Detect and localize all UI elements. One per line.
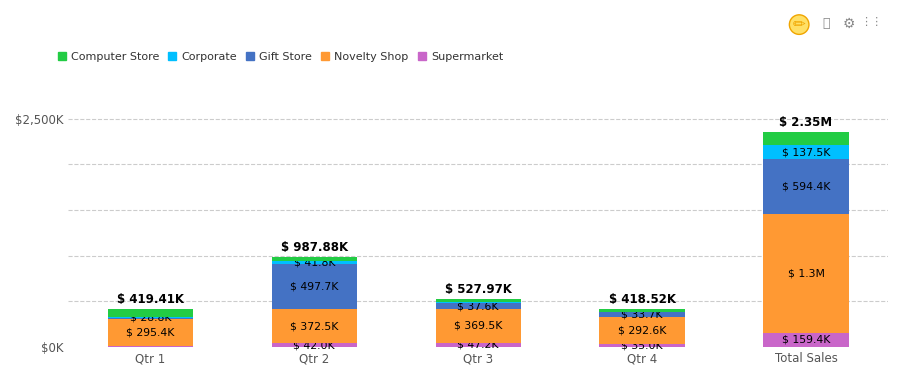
Text: ⚙: ⚙ xyxy=(842,17,854,31)
Bar xyxy=(762,332,848,347)
Bar xyxy=(272,309,356,343)
Text: ✏: ✏ xyxy=(792,17,805,32)
Text: $ 137.5K: $ 137.5K xyxy=(781,147,829,157)
Bar xyxy=(272,264,356,309)
Bar xyxy=(272,343,356,347)
Text: ⋮⋮: ⋮⋮ xyxy=(860,17,881,27)
Bar xyxy=(599,312,684,317)
Bar xyxy=(435,343,520,347)
Text: $ 527.97K: $ 527.97K xyxy=(445,283,511,296)
Text: $ 369.5K: $ 369.5K xyxy=(454,321,502,331)
Text: $ 418.52K: $ 418.52K xyxy=(608,293,675,306)
Bar xyxy=(435,309,520,343)
Text: $ 37.6K: $ 37.6K xyxy=(457,301,499,311)
Bar xyxy=(762,133,848,145)
Bar xyxy=(107,318,193,320)
Bar xyxy=(272,261,356,264)
Bar xyxy=(762,214,848,332)
Bar xyxy=(107,309,193,317)
Bar xyxy=(435,302,520,303)
Text: $ 497.7K: $ 497.7K xyxy=(290,282,338,291)
Legend: Computer Store, Corporate, Gift Store, Novelty Shop, Supermarket: Computer Store, Corporate, Gift Store, N… xyxy=(58,52,502,62)
Bar xyxy=(107,317,193,318)
Bar xyxy=(762,160,848,214)
Bar xyxy=(435,303,520,309)
Text: $ 292.6K: $ 292.6K xyxy=(617,326,666,336)
Bar xyxy=(599,344,684,347)
Text: $ 159.4K: $ 159.4K xyxy=(781,335,829,345)
Bar xyxy=(435,299,520,302)
Text: $ 33.7K: $ 33.7K xyxy=(621,310,662,320)
Text: $ 42.0K: $ 42.0K xyxy=(293,340,335,350)
Text: $ 2.35M: $ 2.35M xyxy=(778,116,832,129)
Text: $ 419.41K: $ 419.41K xyxy=(116,293,184,306)
Text: 💬: 💬 xyxy=(822,17,829,30)
Bar xyxy=(599,309,684,312)
Text: $ 41.8K: $ 41.8K xyxy=(293,257,335,267)
Bar xyxy=(272,257,356,261)
Bar xyxy=(599,317,684,344)
Text: $ 987.88K: $ 987.88K xyxy=(281,241,347,254)
Text: $ 295.4K: $ 295.4K xyxy=(126,328,174,338)
Text: $ 35.0K: $ 35.0K xyxy=(621,340,662,350)
Bar xyxy=(762,145,848,160)
Bar xyxy=(107,320,193,347)
Text: $ 28.8K: $ 28.8K xyxy=(129,312,170,322)
Text: $ 47.2K: $ 47.2K xyxy=(457,340,499,350)
Text: $ 594.4K: $ 594.4K xyxy=(781,182,829,192)
Text: $ 1.3M: $ 1.3M xyxy=(787,268,824,278)
Text: $ 372.5K: $ 372.5K xyxy=(290,321,338,331)
